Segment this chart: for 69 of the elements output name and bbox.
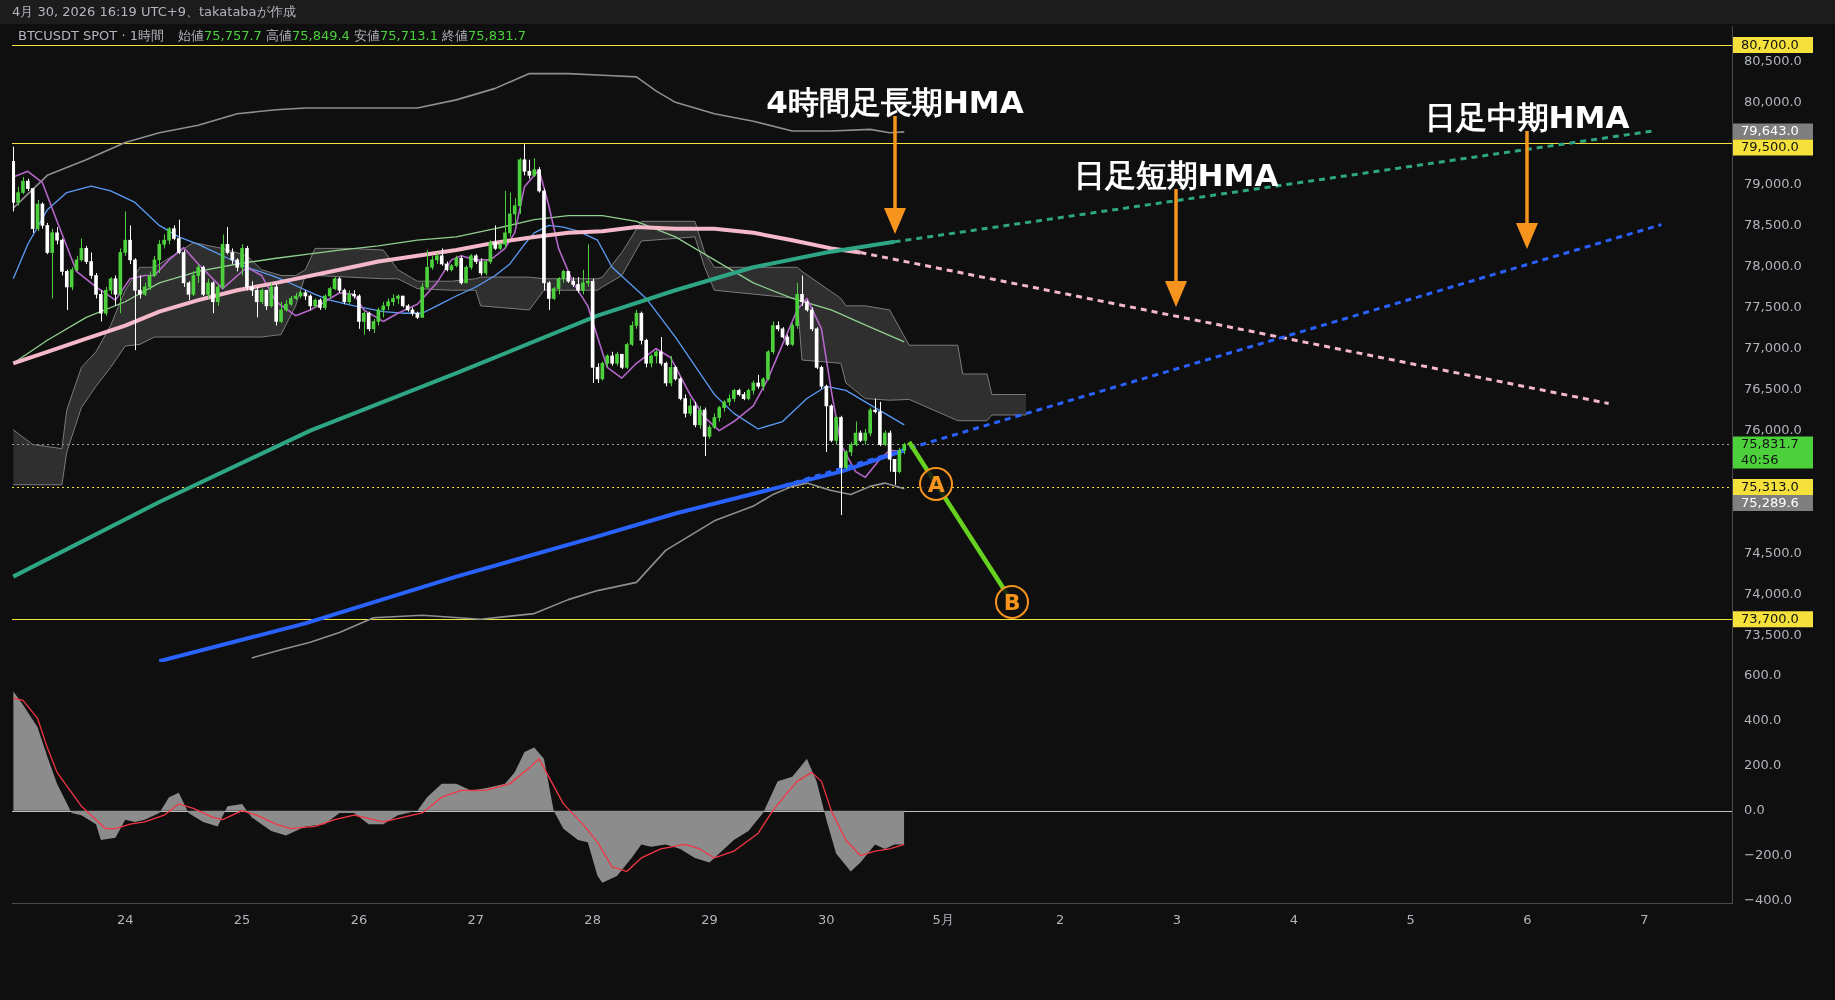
y-tick-label: 76,500.0 xyxy=(1744,380,1802,396)
candlestick xyxy=(693,401,697,428)
ref-line-label: 75,831.7 40:56 xyxy=(1741,436,1799,468)
text: 79,643.0 xyxy=(1741,123,1799,139)
candlestick xyxy=(834,415,838,446)
candlestick xyxy=(240,243,244,276)
x-tick-label: 5月 xyxy=(932,912,954,928)
ref-line-label: 80,700.0 xyxy=(1741,36,1799,52)
candlestick xyxy=(844,449,848,470)
annotation: B xyxy=(1003,590,1021,616)
x-tick-label: 28 xyxy=(584,912,601,928)
x-tick-label: 2 xyxy=(1055,912,1065,928)
annotation: 日足短期HMA xyxy=(1073,157,1279,193)
ref-line-label: 79,500.0 xyxy=(1741,139,1799,155)
candlestick xyxy=(279,301,283,324)
x-tick-label: 30 xyxy=(818,912,835,928)
x-tick-label: 5 xyxy=(1406,912,1415,928)
x-tick-label: 29 xyxy=(701,912,718,928)
candlestick xyxy=(254,286,259,318)
y-tick-label: 73,500.0 xyxy=(1744,627,1802,643)
x-tick-label: 7 xyxy=(1640,912,1649,928)
y-tick-label: 77,500.0 xyxy=(1744,298,1802,314)
text: 75,289.6 xyxy=(1741,494,1799,510)
y-tick-label: 200.0 xyxy=(1744,756,1782,772)
y-tick-label: 74,500.0 xyxy=(1744,545,1802,561)
candlestick xyxy=(269,282,274,308)
x-tick-label: 25 xyxy=(233,912,251,928)
x-tick-label: 6 xyxy=(1523,912,1532,928)
candlestick xyxy=(585,243,590,288)
candlestick xyxy=(215,284,220,307)
header-strip: 4月 30, 2026 16:19 UTC+9、takatabaが作成 xyxy=(0,0,1835,24)
x-tick-label: 3 xyxy=(1172,912,1182,928)
y-tick-label: −400.0 xyxy=(1744,892,1793,908)
y-tick-label: 77,000.0 xyxy=(1744,339,1802,355)
y-tick-label: 0.0 xyxy=(1744,802,1765,818)
candlestick xyxy=(211,280,215,314)
y-tick-label: 80,000.0 xyxy=(1744,93,1802,109)
candlestick xyxy=(493,224,498,251)
x-tick-label: 27 xyxy=(467,912,485,928)
y-tick-label: 74,000.0 xyxy=(1744,586,1802,602)
y-tick-label: 80,500.0 xyxy=(1744,52,1802,68)
annotation: A xyxy=(927,471,945,497)
candlestick xyxy=(361,311,366,336)
candlestick xyxy=(128,224,132,265)
candlestick xyxy=(697,405,702,430)
candlestick xyxy=(868,407,872,437)
candlestick xyxy=(581,269,585,295)
ref-line-label: 75,313.0 xyxy=(1741,478,1799,494)
x-tick-label: 4 xyxy=(1289,912,1298,928)
chart-subtitle: 始値75,757.7 高値75,849.4 安値75,713.1 終値75,831.7 xyxy=(177,28,526,43)
y-tick-label: 78,500.0 xyxy=(1744,216,1802,232)
y-tick-label: 400.0 xyxy=(1744,711,1782,727)
y-tick-label: 76,000.0 xyxy=(1744,421,1802,437)
candlestick xyxy=(546,280,551,311)
candlestick xyxy=(206,278,210,299)
candlestick xyxy=(532,157,537,178)
candlestick xyxy=(537,166,541,194)
annotation: 日足中期HMA xyxy=(1424,99,1630,135)
y-tick-label: 78,000.0 xyxy=(1744,257,1802,273)
y-tick-label: 600.0 xyxy=(1744,666,1782,682)
annotation: 4時間足長期HMA xyxy=(766,84,1024,120)
candlestick xyxy=(157,239,162,274)
chart-title: BTCUSDT SPOT · 1時間 xyxy=(18,28,164,43)
x-tick-label: 26 xyxy=(350,912,368,928)
y-tick-label: −200.0 xyxy=(1744,847,1793,863)
ref-line-label: 73,700.0 xyxy=(1741,611,1799,627)
candlestick xyxy=(50,228,54,299)
x-tick-label: 24 xyxy=(116,912,134,928)
y-tick-label: 79,000.0 xyxy=(1744,175,1802,191)
